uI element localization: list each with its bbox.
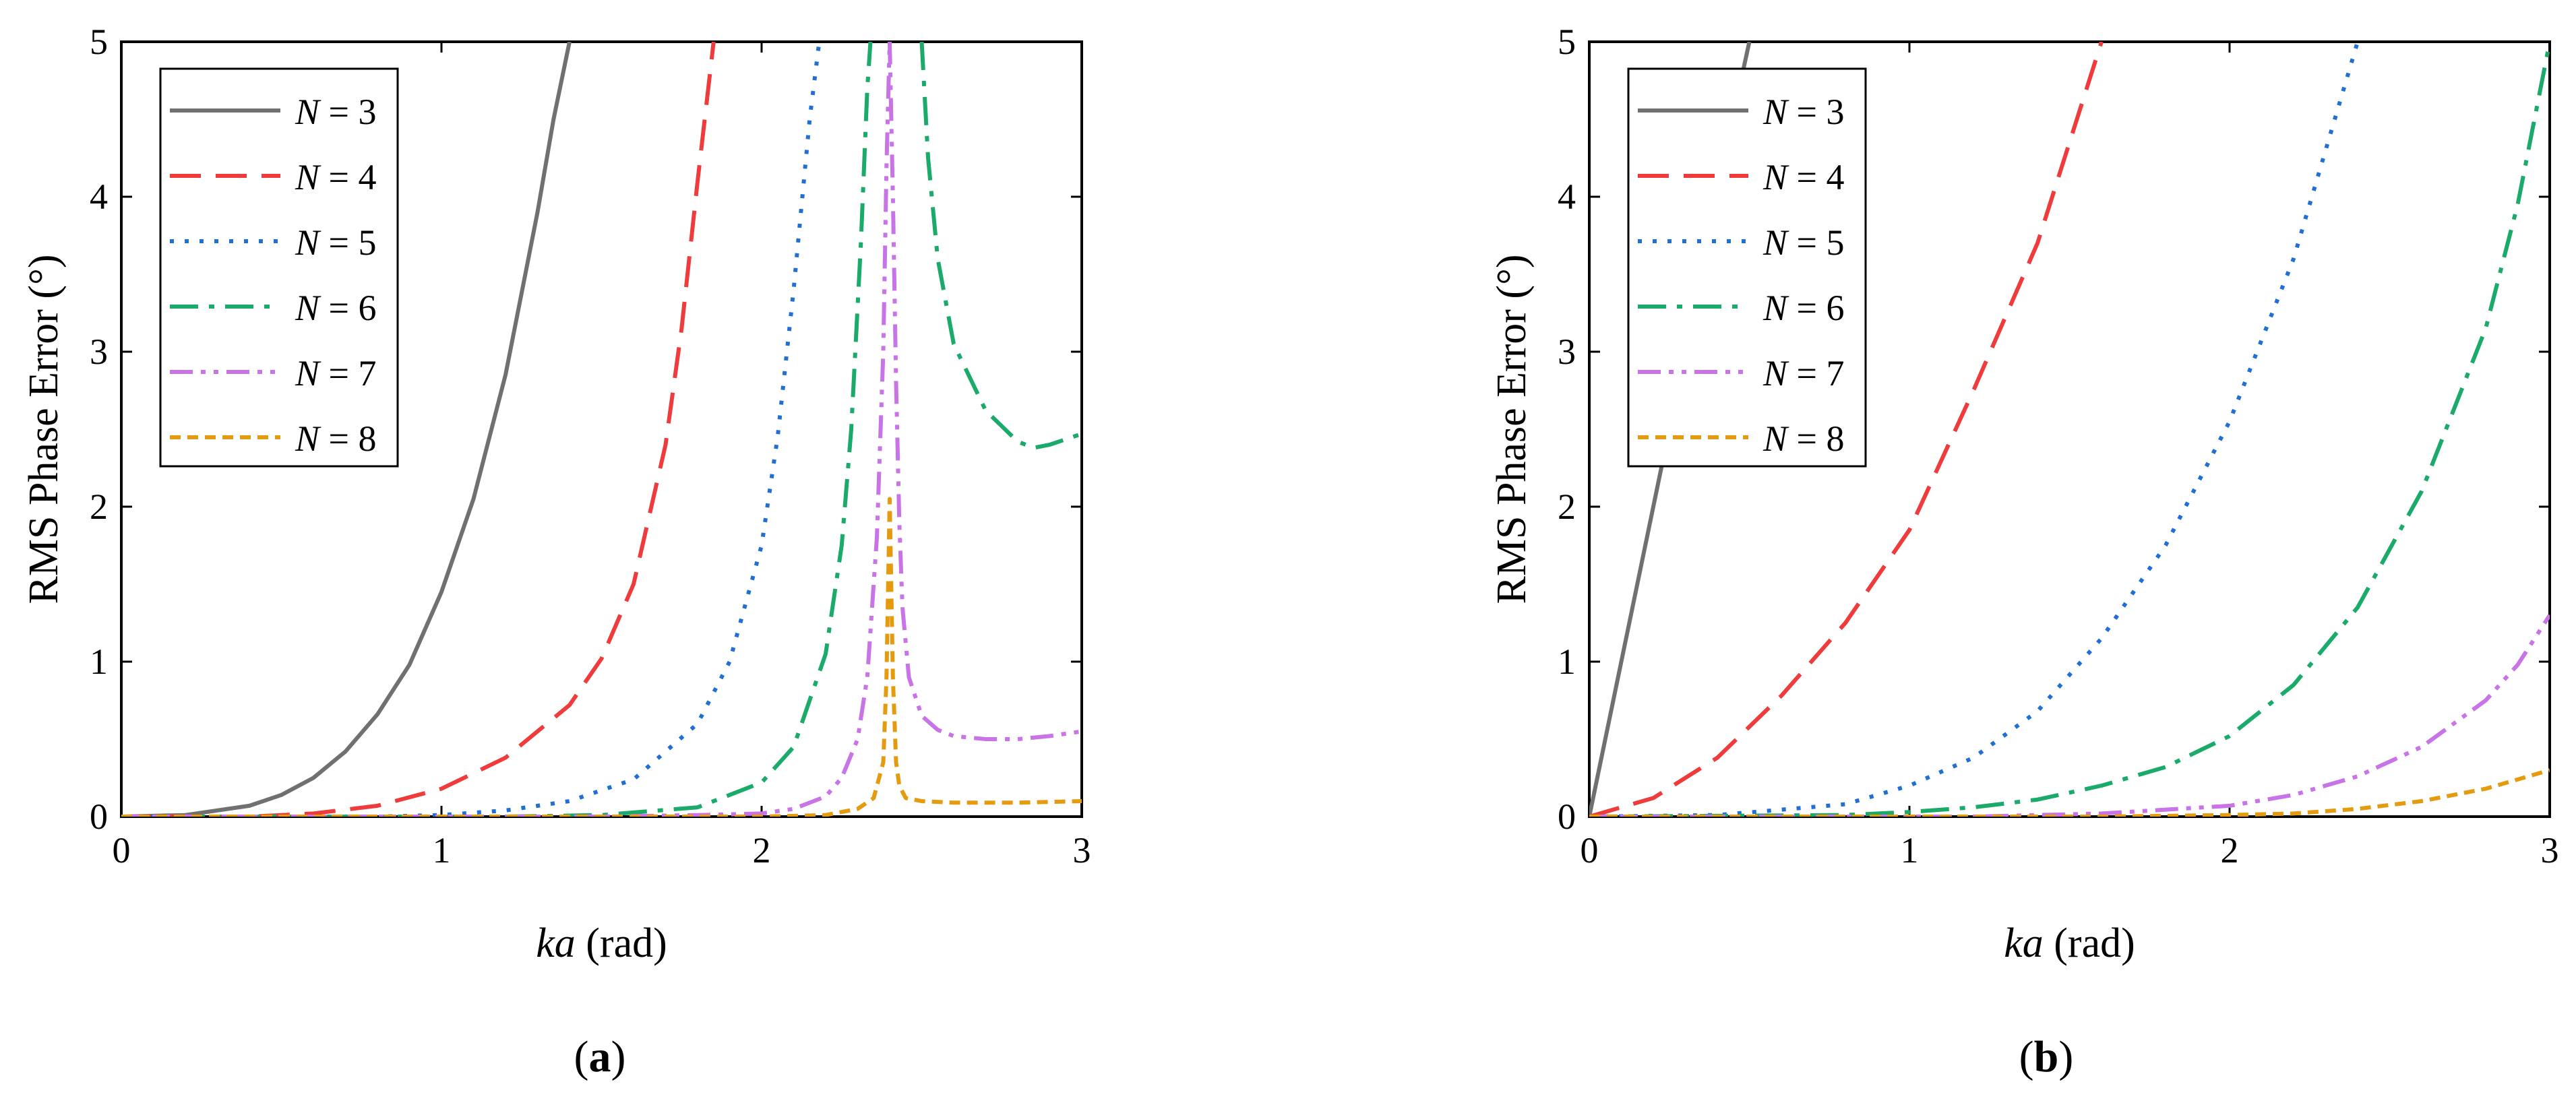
y-tick-label: 3 [90,332,108,372]
series-line-n8 [121,497,1082,817]
legend-label-n7: N = 7 [295,353,377,393]
legend-label-n7: N = 7 [1762,353,1845,393]
legend-label-value: = 3 [1787,92,1844,132]
y-tick-label: 2 [90,486,108,527]
legend-label-variable: N [295,288,321,328]
panel-label-open: ( [2019,1032,2034,1081]
legend-label-n8: N = 8 [295,418,377,459]
panel-label-close: ) [2058,1032,2073,1081]
legend-box [1627,67,1867,468]
chart-panel-a: 0 1 2 3 0 1 2 3 4 5 RMS Phase Error (°) ka (rad) N =… [21,22,1091,1081]
legend-label-n5: N = 5 [295,222,377,263]
panel-label-open: ( [574,1032,589,1081]
legend-label-variable: N [295,418,321,459]
x-axis-title: ka (rad) [536,920,667,966]
legend-label-n3: N = 3 [1762,92,1845,132]
x-axis-title: ka (rad) [2004,920,2135,966]
series-line-n4 [121,42,716,817]
panel-label: (a) [574,1032,626,1081]
panel-label-close: ) [611,1032,626,1081]
x-tick-label: 0 [1581,830,1599,871]
y-tick-label: 1 [1558,641,1576,682]
y-tick-label: 2 [1558,486,1576,527]
series-line-n4 [1589,42,2104,817]
legend: N = 3N = 4N = 5N = 6N = 7N = 8 [1627,67,1867,468]
panel-label: (b) [2019,1032,2074,1081]
y-tick-label: 3 [1558,332,1576,372]
legend-label-value: = 3 [319,92,376,132]
x-tick-label: 2 [753,830,771,871]
series-line-n7 [1589,614,2550,817]
x-tick-label: 2 [2221,830,2239,871]
x-tick-label: 3 [2541,830,2559,871]
legend-label-variable: N [1762,92,1789,132]
series-lines [121,42,1082,817]
legend-label-n6: N = 6 [295,288,377,328]
x-tick-label: 0 [113,830,131,871]
legend-box [159,67,399,468]
y-tick-label: 0 [90,796,108,837]
legend-label-n6: N = 6 [1762,288,1845,328]
y-tick-label: 0 [1558,796,1576,837]
legend-label-n3: N = 3 [295,92,377,132]
legend-label-n8: N = 8 [1762,418,1845,459]
legend-label-n5: N = 5 [1762,222,1845,263]
legend-label-value: = 6 [319,288,376,328]
legend-label-variable: N [1762,353,1789,393]
legend-label-variable: N [1762,288,1789,328]
legend-label-variable: N [1762,157,1789,197]
legend-label-value: = 8 [319,418,376,459]
legend-label-variable: N [295,157,321,197]
legend-label-variable: N [295,92,321,132]
legend-label-value: = 4 [319,157,376,197]
legend-label-variable: N [1762,418,1789,459]
x-tick-label: 1 [433,830,451,871]
y-axis-title: RMS Phase Error (°) [1489,254,1535,604]
x-axis-title-unit: (rad) [576,920,667,966]
legend-label-n4: N = 4 [295,157,377,197]
panel-label-letter: b [2034,1032,2059,1081]
y-tick-label: 4 [1558,177,1576,217]
x-axis-title-italic: ka [2004,920,2044,966]
series-line-n6 [1589,42,2550,817]
series-line-n8 [1589,768,2550,817]
series-line-n3 [121,42,572,817]
legend-label-variable: N [1762,222,1789,263]
legend-label-value: = 8 [1787,418,1844,459]
legend: N = 3N = 4N = 5N = 6N = 7N = 8 [159,67,399,468]
legend-label-variable: N [295,222,321,263]
x-tick-label: 3 [1073,830,1091,871]
x-axis-title-unit: (rad) [2044,920,2135,966]
panel-label-letter: a [589,1032,611,1081]
y-axis-title: RMS Phase Error (°) [21,254,67,604]
legend-label-value: = 7 [319,353,376,393]
y-tick-label: 5 [90,22,108,62]
legend-label-value: = 7 [1787,353,1844,393]
legend-label-value: = 5 [1787,222,1844,263]
legend-label-value: = 4 [1787,157,1844,197]
y-tick-label: 5 [1558,22,1576,62]
x-axis-title-italic: ka [536,920,576,966]
y-tick-label: 4 [90,177,108,217]
y-tick-label: 1 [90,641,108,682]
legend-label-variable: N [295,353,321,393]
chart-panel-b: 0 1 2 3 0 1 2 3 4 5 RMS Phase Error (°) ka (rad) N =… [1489,22,2559,1081]
x-tick-label: 1 [1901,830,1919,871]
legend-label-value: = 6 [1787,288,1844,328]
legend-label-value: = 5 [319,222,376,263]
legend-label-n4: N = 4 [1762,157,1845,197]
